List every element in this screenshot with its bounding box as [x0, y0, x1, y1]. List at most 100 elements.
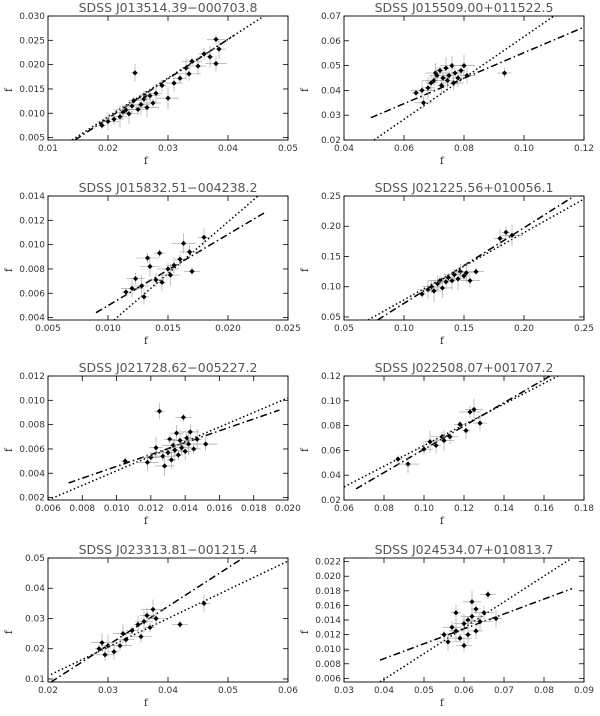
data-point	[201, 234, 207, 240]
data-point	[428, 80, 434, 86]
fit-line-dash-dot	[50, 558, 244, 682]
data-point	[467, 409, 473, 415]
data-point	[201, 51, 207, 57]
y-tick-label: 0.012	[19, 372, 45, 382]
y-tick-label: 0.010	[19, 109, 45, 119]
data-point	[395, 456, 401, 462]
data-point	[123, 637, 129, 643]
data-point	[439, 285, 445, 291]
data-point	[171, 262, 177, 268]
panel-title: SDSS J015832.51−004238.2	[79, 180, 258, 195]
panel-4: SDSS J021225.56+010056.1 0.05 0.10 0.15 0.20…	[300, 180, 594, 347]
y-axis-label: f	[4, 629, 15, 634]
data-point	[150, 606, 156, 613]
y-tick-label: 0.008	[19, 265, 45, 275]
panel-1: SDSS J013514.39−000703.8 0.01 0.02 0.03 0.04…	[4, 0, 298, 167]
data-point	[191, 446, 197, 452]
data-point	[177, 437, 183, 444]
data-point	[419, 291, 425, 297]
plot-frame	[47, 195, 289, 321]
data-point	[465, 631, 471, 638]
data-point	[213, 61, 219, 67]
y-tick-label: 0.012	[19, 216, 45, 226]
data-point	[144, 104, 150, 111]
data-point	[421, 446, 427, 452]
y-tick-label: 0.020	[315, 572, 341, 582]
data-point	[99, 122, 105, 129]
data-point	[117, 114, 123, 120]
panel-3: SDSS J015832.51−004238.2 0.005 0.010 0.015 0…	[4, 180, 301, 347]
data-point	[463, 427, 469, 434]
plot-data	[48, 397, 288, 500]
y-axis-label: f	[300, 87, 311, 92]
data-point	[147, 624, 153, 631]
fit-line-dotted	[379, 558, 573, 682]
data-point	[147, 93, 153, 99]
data-point	[457, 421, 463, 427]
data-point	[461, 273, 467, 279]
y-tick-label: 0.006	[19, 445, 45, 455]
y-axis-label: f	[4, 447, 15, 452]
x-tick-label: 0.08	[534, 686, 554, 696]
x-tick-label: 0.02	[98, 144, 118, 154]
data-point	[123, 289, 129, 295]
data-point	[175, 452, 181, 458]
y-tick-label: 0.022	[315, 558, 341, 568]
x-tick-label: 0.08	[454, 144, 474, 154]
data-point	[129, 285, 135, 291]
data-point	[183, 65, 189, 71]
plot-frame	[47, 375, 289, 501]
x-tick-label: 0.010	[95, 324, 121, 334]
y-tick-label: 0.03	[25, 614, 45, 624]
data-point	[203, 441, 209, 447]
y-tick-label: 0.04	[321, 471, 341, 481]
plot-data	[344, 376, 559, 490]
data-point	[138, 101, 144, 108]
y-axis-label: f	[300, 447, 311, 452]
data-point	[441, 631, 447, 638]
x-tick-label: 0.015	[155, 324, 181, 334]
data-point	[443, 65, 449, 71]
panel-2: SDSS J015509.00+011522.5 0.04 0.06 0.08 0.10…	[300, 0, 594, 167]
data-point	[186, 71, 192, 77]
data-point	[170, 442, 176, 448]
panel-7: SDSS J023313.81−001215.4 0.02 0.03 0.04 0.05…	[4, 542, 298, 709]
y-tick-label: 0.002	[19, 494, 45, 504]
x-tick-label: 0.05	[334, 324, 354, 334]
data-point	[464, 72, 470, 79]
data-point	[445, 639, 451, 645]
y-tick-label: 0.004	[19, 469, 45, 479]
x-tick-label: 0.25	[574, 324, 594, 334]
y-tick-label: 0.008	[315, 660, 341, 670]
data-point	[126, 111, 132, 117]
data-point	[473, 628, 479, 634]
y-tick-label: 0.25	[321, 192, 341, 202]
data-point	[150, 100, 156, 106]
y-tick-label: 0.06	[321, 37, 341, 47]
y-tick-label: 0.03	[321, 111, 341, 121]
y-tick-label: 0.01	[25, 675, 45, 685]
y-tick-label: 0.08	[321, 422, 341, 432]
x-axis-label: f	[440, 156, 445, 167]
data-point	[405, 461, 411, 467]
y-tick-label: 0.07	[321, 12, 341, 22]
data-point	[420, 100, 427, 106]
x-tick-label: 0.15	[454, 324, 474, 334]
data-point	[96, 646, 102, 652]
y-tick-label: 0.02	[321, 136, 341, 146]
panel-5: SDSS J021728.62−005227.2 0.006 0.008 0.010 0…	[4, 360, 301, 527]
data-point	[431, 288, 437, 294]
data-point	[145, 255, 151, 261]
data-point	[477, 618, 483, 625]
data-point	[207, 54, 213, 60]
y-tick-label: 0.010	[19, 396, 45, 406]
y-tick-label: 0.006	[19, 289, 45, 299]
fit-line-dotted	[50, 560, 288, 676]
data-point	[213, 36, 219, 42]
data-point	[153, 615, 159, 622]
data-point	[165, 449, 171, 456]
plot-data	[379, 558, 573, 682]
y-tick-label: 0.15	[321, 252, 341, 262]
data-point	[463, 270, 469, 276]
data-point	[138, 634, 144, 640]
